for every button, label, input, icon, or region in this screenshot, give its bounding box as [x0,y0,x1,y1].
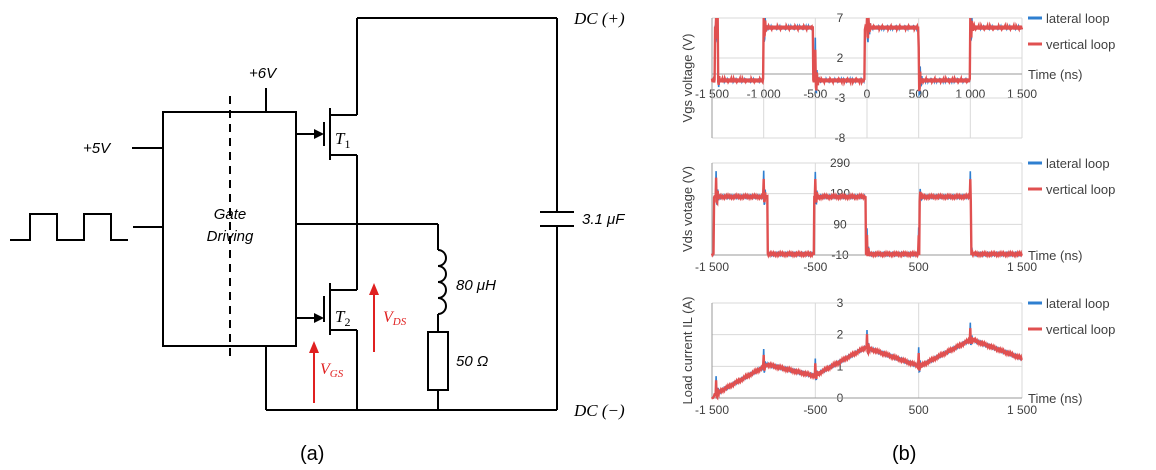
panel-b-caption: (b) [892,443,916,465]
series-line-vertical-loop [710,17,1024,92]
v6-label: +6V [249,65,278,82]
resistor [427,331,449,391]
gate-label-line2: Driving [207,228,254,245]
x-axis-title: Time (ns) [1028,391,1082,406]
inductor-label: 80 μH [456,277,496,294]
legend-label: vertical loop [1046,37,1115,52]
y-axis-title: Load current IL (A) [680,297,695,405]
y-tick-label: 2 [837,328,844,342]
capacitor-label: 3.1 μF [582,211,625,228]
legend-label: vertical loop [1046,182,1115,197]
y-tick-label: -3 [835,91,846,105]
x-tick-label: 500 [909,260,929,274]
dc-plus-label: DC (+) [573,9,625,28]
waveform-charts: -1 500 -1 000 -500 0 500 1 000 1 500 7 2 -3 -8 Time… [680,11,1115,417]
x-tick-label: -500 [803,260,827,274]
vds-arrow-head [369,283,379,295]
x-tick-label: -1 500 [695,403,729,417]
x-tick-label: -1 500 [695,260,729,274]
square-wave-input [10,213,128,241]
resistor-label: 50 Ω [456,353,488,370]
gate-label-line1: Gate [214,206,247,223]
x-tick-label: 1 500 [1007,87,1037,101]
legend-label: lateral loop [1046,296,1110,311]
t1-label: T1 [335,129,350,151]
vds-label: VDS [383,309,407,328]
panel-a-caption: (a) [300,443,324,465]
t1-gate-arrow [314,129,324,139]
vgs-label: VGS [320,361,344,380]
y-tick-label: 1 [837,359,844,373]
x-tick-label: -1 000 [747,87,781,101]
v5-label: +5V [83,140,112,157]
series-line-lateral-loop [711,170,1023,258]
y-tick-label: 290 [830,156,850,170]
y-axis-title: Vgs voltage (V) [680,34,695,123]
x-tick-label: 500 [909,403,929,417]
t2-label: T2 [335,307,350,329]
circuit-diagram: Gate Driving +6V +5V DC (+) T1 [10,9,625,465]
x-tick-label: 1 500 [1007,260,1037,274]
y-tick-label: 3 [837,296,844,310]
dc-minus-label: DC (−) [573,401,625,420]
legend-label: lateral loop [1046,11,1110,26]
legend-label: vertical loop [1046,322,1115,337]
series-line-vertical-loop [710,328,1023,401]
chart-1: -1 500 -1 000 -500 0 500 1 000 1 50072-3-8Time… [680,11,1115,145]
t2-gate-arrow [314,313,324,323]
x-tick-label: -500 [803,403,827,417]
x-tick-label: 1 000 [955,87,985,101]
y-tick-label: 2 [837,51,844,65]
x-axis-title: Time (ns) [1028,67,1082,82]
y-tick-label: -8 [835,131,846,145]
x-tick-label: 1 500 [1007,403,1037,417]
x-tick-label: 0 [864,87,871,101]
inductor [437,249,447,315]
y-tick-label: 90 [833,217,847,231]
series-line-vertical-loop [710,177,1023,259]
legend-label: lateral loop [1046,156,1110,171]
series-line-lateral-loop [711,322,1023,400]
vgs-arrow-head [309,341,319,353]
x-axis-title: Time (ns) [1028,248,1082,263]
y-tick-label: 7 [837,11,844,25]
y-axis-title: Vds votage (V) [680,166,695,252]
